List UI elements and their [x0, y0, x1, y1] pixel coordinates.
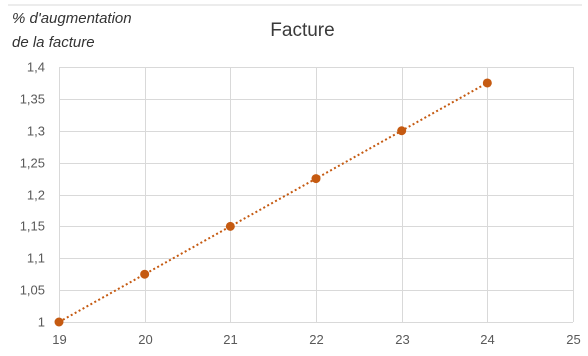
x-tick-label: 20 [138, 332, 152, 347]
y-tick-label: 1,35 [20, 92, 45, 107]
y-tick-label: 1,1 [27, 251, 45, 266]
data-point [482, 78, 492, 88]
x-tick-label: 19 [52, 332, 66, 347]
y-tick-label: 1,25 [20, 156, 45, 171]
y-axis-label: % d'augmentation de la facture [12, 7, 132, 55]
trendline [58, 82, 488, 323]
data-point [54, 317, 64, 327]
y-tick-label: 1,2 [27, 188, 45, 203]
data-point [397, 126, 407, 136]
y-tick-label: 1,4 [27, 60, 45, 75]
y-axis-label-line-1: % d'augmentation [12, 10, 132, 27]
y-tick-label: 1,05 [20, 283, 45, 298]
x-tick-label: 24 [480, 332, 494, 347]
data-point [225, 221, 235, 231]
data-point [140, 269, 150, 279]
x-tick-label: 23 [395, 332, 409, 347]
chart-title: Facture [270, 20, 335, 41]
y-axis-label-line-2: de la facture [12, 34, 95, 51]
x-tick-label: 21 [223, 332, 237, 347]
x-tick-label: 22 [309, 332, 323, 347]
x-tick-label: 25 [566, 332, 580, 347]
y-tick-label: 1 [38, 315, 45, 330]
y-tick-label: 1,15 [20, 219, 45, 234]
data-point [311, 174, 321, 184]
y-tick-label: 1,3 [27, 124, 45, 139]
